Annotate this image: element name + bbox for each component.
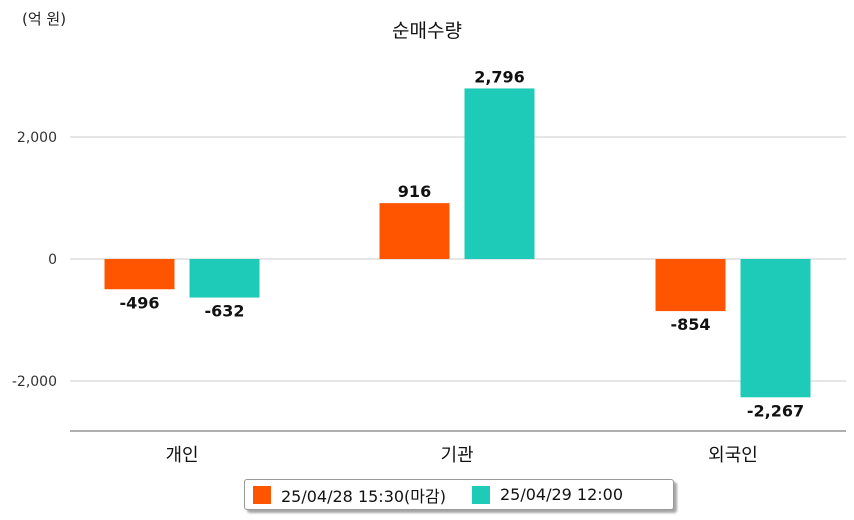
x-category-label: 기관 [440, 445, 473, 466]
bar [464, 88, 535, 259]
y-tick-label: 2,000 [17, 130, 57, 146]
bar [379, 203, 450, 259]
legend-item-series-2[interactable]: 25/04/29 12:00 [471, 485, 624, 504]
data-label: 2,796 [474, 67, 525, 86]
data-label: 916 [398, 182, 431, 201]
legend-label-series-1: 25/04/28 15:30(마감) [281, 486, 446, 506]
chart-title: 순매수량 [392, 20, 462, 42]
bar [740, 259, 811, 398]
legend-label-series-2: 25/04/29 12:00 [499, 485, 624, 504]
legend-swatch-series-2 [471, 485, 490, 504]
legend-swatch-series-1 [253, 485, 271, 504]
legend: 25/04/28 15:30(마감) 25/04/29 12:00 [244, 479, 674, 510]
y-tick-label: -2,000 [12, 374, 57, 390]
data-label: -632 [204, 302, 244, 321]
data-label: -854 [670, 315, 710, 334]
plot-area: 2,000 0 -2,000 -496 -632 개인 916 2,796 기관 -854 -2,2… [12, 67, 846, 466]
bar [104, 259, 175, 290]
y-tick-label: 0 [48, 252, 57, 268]
unit-label: (억 원) [22, 10, 67, 28]
legend-item-series-1[interactable]: 25/04/28 15:30(마감) [253, 483, 446, 507]
bar [655, 259, 726, 312]
bar [189, 259, 260, 298]
x-category-label: 개인 [165, 445, 198, 466]
x-category-label: 외국인 [708, 445, 758, 466]
data-label: -496 [119, 293, 159, 312]
data-label: -2,267 [747, 401, 804, 420]
